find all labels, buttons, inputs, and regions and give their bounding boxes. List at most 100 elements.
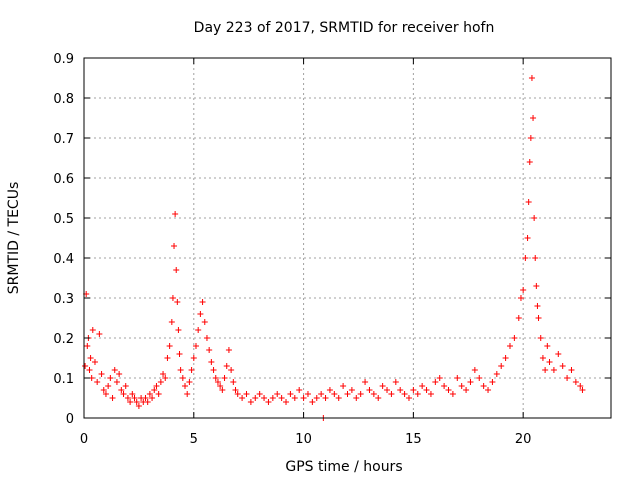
data-point xyxy=(179,375,186,381)
data-point xyxy=(82,363,89,369)
data-point xyxy=(526,159,533,165)
data-point xyxy=(379,383,386,389)
data-point xyxy=(89,327,96,333)
data-point xyxy=(322,395,329,401)
data-point xyxy=(362,379,369,385)
data-point xyxy=(208,359,215,365)
data-point xyxy=(127,399,134,405)
data-point xyxy=(122,383,129,389)
data-point xyxy=(335,395,342,401)
data-point xyxy=(175,327,182,333)
plot-frame xyxy=(83,57,612,419)
data-point xyxy=(210,367,217,373)
x-tick-label: 5 xyxy=(190,432,198,447)
data-point xyxy=(102,391,109,397)
x-tick-label: 10 xyxy=(295,432,312,447)
data-point xyxy=(105,383,112,389)
data-point xyxy=(265,399,272,405)
data-point xyxy=(397,387,404,393)
data-point xyxy=(480,383,487,389)
data-point xyxy=(109,395,116,401)
data-point xyxy=(155,391,162,397)
data-point xyxy=(550,367,557,373)
data-point xyxy=(283,399,290,405)
data-point xyxy=(133,399,140,405)
data-point xyxy=(120,391,127,397)
data-point xyxy=(206,347,213,353)
data-point xyxy=(225,347,232,353)
data-point xyxy=(230,379,237,385)
data-point xyxy=(375,395,382,401)
data-point xyxy=(269,395,276,401)
data-point xyxy=(164,355,171,361)
data-point xyxy=(171,243,178,249)
data-point xyxy=(124,395,131,401)
data-point xyxy=(471,367,478,373)
data-point xyxy=(533,283,540,289)
data-point xyxy=(195,327,202,333)
data-point xyxy=(511,335,518,341)
data-point xyxy=(232,387,239,393)
y-tick-label: 0.4 xyxy=(53,252,74,267)
data-point xyxy=(525,199,532,205)
data-point xyxy=(544,343,551,349)
data-point xyxy=(414,391,421,397)
data-point xyxy=(427,391,434,397)
y-tick-label: 0.5 xyxy=(53,212,74,227)
data-point xyxy=(449,391,456,397)
data-point xyxy=(542,367,549,373)
y-tick-label: 0.8 xyxy=(53,92,74,107)
data-point xyxy=(366,387,373,393)
data-point xyxy=(555,351,562,357)
data-point xyxy=(539,355,546,361)
data-point xyxy=(98,371,105,377)
data-point xyxy=(476,375,483,381)
data-point xyxy=(340,383,347,389)
data-point xyxy=(177,367,184,373)
data-point xyxy=(256,391,263,397)
data-point xyxy=(531,215,538,221)
data-point xyxy=(532,255,539,261)
data-point xyxy=(326,387,333,393)
data-point xyxy=(528,75,535,81)
data-point xyxy=(467,379,474,385)
data-point xyxy=(300,395,307,401)
data-point xyxy=(162,375,169,381)
data-point xyxy=(169,295,176,301)
data-point xyxy=(91,359,98,365)
x-tick-label: 20 xyxy=(515,432,532,447)
data-point xyxy=(344,391,351,397)
data-point xyxy=(287,391,294,397)
data-point xyxy=(524,235,531,241)
data-point xyxy=(157,379,164,385)
data-point xyxy=(203,335,210,341)
data-point xyxy=(221,375,228,381)
y-tick-label: 0.3 xyxy=(53,292,74,307)
data-point xyxy=(392,379,399,385)
data-point xyxy=(199,299,206,305)
data-point xyxy=(201,319,208,325)
data-point xyxy=(445,387,452,393)
data-point xyxy=(493,371,500,377)
data-point xyxy=(463,387,470,393)
data-points xyxy=(82,75,586,421)
data-point xyxy=(309,399,316,405)
data-point xyxy=(118,387,125,393)
data-point xyxy=(489,379,496,385)
data-point xyxy=(228,367,235,373)
data-point xyxy=(419,383,426,389)
data-point xyxy=(129,391,136,397)
axis-ticks xyxy=(83,57,611,419)
data-point xyxy=(190,355,197,361)
data-point xyxy=(197,311,204,317)
data-point xyxy=(572,379,579,385)
data-point xyxy=(113,379,120,385)
y-tick-label: 0.9 xyxy=(53,52,74,67)
data-point xyxy=(537,335,544,341)
data-point xyxy=(142,395,149,401)
data-point xyxy=(577,383,584,389)
data-point xyxy=(564,375,571,381)
x-tick-label: 0 xyxy=(80,432,88,447)
data-point xyxy=(188,367,195,373)
data-point xyxy=(458,383,465,389)
